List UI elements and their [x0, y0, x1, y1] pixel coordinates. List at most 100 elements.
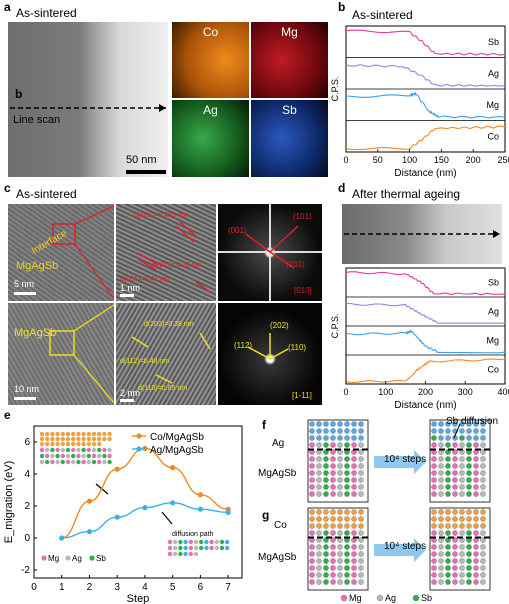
md-g-final: [429, 507, 491, 591]
bulk-atom: [178, 545, 183, 551]
co-atom: [102, 431, 107, 437]
chart-b-xtick-label: 250: [497, 155, 509, 165]
scale-label-c3: 10 nm: [14, 384, 40, 394]
eds-map-mg-label: Mg: [281, 25, 298, 39]
zone-axis-bottom: [1-11]: [292, 391, 312, 400]
bulk-atom: [76, 447, 81, 453]
chart-d-ylabel: C.P.S.: [330, 314, 340, 339]
sem-image-d: [342, 204, 502, 264]
chart-e-ylabel: E_migration (eV): [3, 461, 15, 544]
md-legend-marker: [340, 594, 348, 602]
line-scan-arrowhead: [159, 104, 166, 112]
hrtem-bottom-overview: MgAgSb 10 nm: [8, 303, 114, 405]
bulk-atom: [97, 453, 102, 459]
bulk-atom: [225, 545, 230, 551]
scale-label-c2: 1 nm: [120, 283, 141, 293]
bulk-atom: [97, 447, 102, 453]
bulk-atom: [86, 453, 92, 459]
bulk-atom: [39, 459, 45, 465]
chart-e-xtick-label: 0: [31, 582, 37, 593]
panel-f-label: f: [262, 418, 266, 432]
chart-b-xtick-label: 200: [466, 155, 481, 165]
co-atom: [71, 431, 76, 437]
hrtem-top-zoom-overlay: [120, 221, 211, 297]
chart-d-xlabel: Distance (nm): [394, 400, 456, 411]
md-legend-marker: [412, 594, 420, 602]
bulk-atom: [91, 459, 97, 465]
chart-e-point: [142, 505, 148, 511]
co-atom: [91, 431, 97, 437]
chart-b-series-label-co: Co: [487, 131, 499, 141]
bulk-atom: [65, 459, 71, 465]
chart-e-xtick-label: 5: [170, 582, 176, 593]
co-atom: [45, 431, 50, 437]
co-atom: [39, 436, 45, 442]
chart-d-series-co: [345, 358, 506, 383]
atom-inset-ag: [167, 539, 230, 557]
co-atom: [81, 436, 86, 442]
chart-e-xtick-label: 2: [87, 582, 93, 593]
chart-b-xtick-label: 50: [373, 155, 383, 165]
chart-e-atom-legend-marker: [65, 555, 71, 561]
bulk-atom: [102, 453, 107, 459]
bulk-atom: [193, 551, 199, 557]
chart-b-series-label-sb: Sb: [488, 37, 499, 47]
chart-e-ytick-label: -2: [21, 565, 30, 576]
chart-b-series-label-ag: Ag: [488, 68, 499, 78]
phase-label-top: MgAgSb: [16, 260, 59, 272]
co-atom: [81, 441, 86, 447]
bulk-atom: [65, 453, 71, 459]
bulk-atom: [55, 447, 60, 453]
chart-e-legend-label: Ag/MgAgSb: [150, 445, 204, 456]
chart-e-point: [170, 500, 176, 506]
bulk-atom: [60, 453, 65, 459]
chart-d-xtick-label: 400: [497, 387, 509, 397]
bulk-atom: [173, 539, 178, 545]
scale-bar-a: [126, 170, 166, 174]
md-legend-label: Ag: [385, 593, 396, 603]
bulk-atom: [183, 539, 188, 545]
bulk-atom: [50, 447, 55, 453]
co-atom: [91, 436, 97, 442]
fft-bottom-spot-3: (110): [288, 343, 307, 352]
co-atom: [97, 431, 102, 437]
chart-e-point: [86, 529, 93, 535]
co-atom: [55, 441, 60, 447]
eds-map-ag: Ag: [172, 100, 249, 177]
md-legend-label: Mg: [349, 593, 362, 603]
bulk-atom: [199, 539, 204, 545]
fft-top-spot-2: (001): [228, 226, 247, 235]
bulk-atom: [91, 447, 97, 453]
co-atom: [50, 431, 55, 437]
chart-e-xtick-label: 1: [59, 582, 65, 593]
zoom-box-bottom: [49, 330, 75, 356]
d-spacing-bottom-3: d(110)=0.65 nm: [138, 385, 188, 392]
chart-d-series-mg: [345, 329, 506, 354]
chart-b-series-sb: [345, 29, 506, 56]
bulk-atom: [204, 539, 209, 545]
bulk-atom: [193, 539, 199, 545]
bulk-atom: [76, 459, 81, 465]
bulk-atom: [219, 539, 225, 545]
bulk-atom: [45, 459, 50, 465]
bulk-atom: [214, 539, 219, 545]
sem-d-overlay: [344, 230, 500, 238]
eds-map-co-label: Co: [202, 25, 219, 39]
bulk-atom: [178, 539, 183, 545]
scale-bar-c3: [14, 397, 36, 400]
bulk-atom: [71, 459, 76, 465]
inset-arrow-2: [161, 511, 173, 525]
co-atom: [60, 431, 65, 437]
hrtem-top-zoom: d(101)=0.255 nm d(101)=0.26 nm d(001)=0.…: [116, 204, 216, 301]
atom-inset-co: [39, 431, 112, 465]
chart-e-atom-legend-label: Mg: [48, 554, 59, 563]
chart-e-atom-legend-label: Sb: [96, 554, 106, 563]
scale-label-a: 50 nm: [126, 154, 157, 166]
chart-e-xtick-label: 3: [114, 582, 120, 593]
zoom-box-top: [52, 223, 76, 245]
bulk-atom: [65, 447, 71, 453]
chart-d-series-ag: [345, 302, 506, 324]
panel-e-label: e: [4, 408, 11, 422]
chart-e-point: [225, 509, 231, 515]
chart-e-xtick-label: 6: [198, 582, 204, 593]
